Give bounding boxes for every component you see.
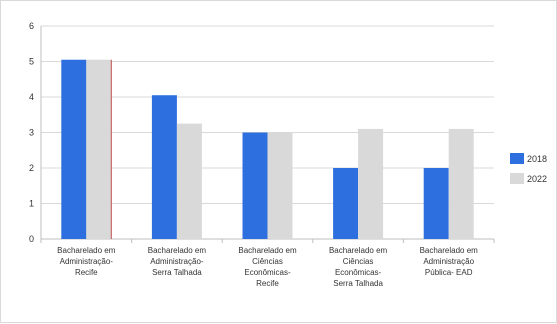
x-category-label: Econômicas- (335, 268, 382, 277)
bar-2018-4 (333, 168, 359, 239)
bar-2022-5 (448, 128, 474, 239)
bar-2018-2 (151, 95, 177, 239)
x-category-label: Administração- (60, 257, 114, 266)
legend-swatch-2022 (510, 173, 524, 184)
y-tick-label: 4 (29, 92, 34, 102)
bar-2018-3 (242, 132, 268, 239)
x-category-labels: Bacharelado em Administração- Recife Bachar… (57, 246, 478, 288)
y-tick-label: 5 (29, 57, 34, 67)
x-category-label: Bacharelado em (148, 246, 207, 255)
x-category-label: Ciências (343, 257, 374, 266)
y-tick-label: 1 (29, 199, 34, 209)
x-category-label: Recife (256, 279, 279, 288)
legend: 2018 2022 (510, 153, 547, 184)
x-category-label: Serra Talhada (333, 279, 383, 288)
y-tick-label: 0 (29, 234, 34, 244)
x-category-label: Recife (75, 268, 98, 277)
x-category-label: Bacharelado em (57, 246, 116, 255)
y-tick-label: 2 (29, 163, 34, 173)
x-category-label: Serra Talhada (152, 268, 202, 277)
bar-2018-5 (423, 168, 449, 239)
y-tick-label: 6 (29, 21, 34, 31)
bar-2022-4 (358, 128, 384, 239)
bar-2018-1 (61, 59, 87, 239)
bars (61, 59, 474, 239)
x-category-label: Ciências (252, 257, 283, 266)
x-category-label: Bacharelado em (420, 246, 479, 255)
bar-2022-2 (176, 123, 202, 239)
bar-2022-1 (86, 59, 112, 239)
legend-swatch-2018 (510, 153, 524, 164)
legend-label-2022: 2022 (527, 174, 547, 184)
x-category-label: Econômicas- (244, 268, 291, 277)
y-tick-label: 3 (29, 128, 34, 138)
x-category-label: Administração- (150, 257, 204, 266)
bar-2022-3 (267, 132, 293, 239)
x-category-label: Bacharelado em (238, 246, 297, 255)
x-category-label: Bacharelado em (329, 246, 388, 255)
legend-label-2018: 2018 (527, 154, 547, 164)
x-category-label: Administração (423, 257, 474, 266)
x-category-label: Pública- EAD (425, 268, 473, 277)
y-tick-labels: 0 1 2 3 4 5 6 (29, 21, 34, 244)
